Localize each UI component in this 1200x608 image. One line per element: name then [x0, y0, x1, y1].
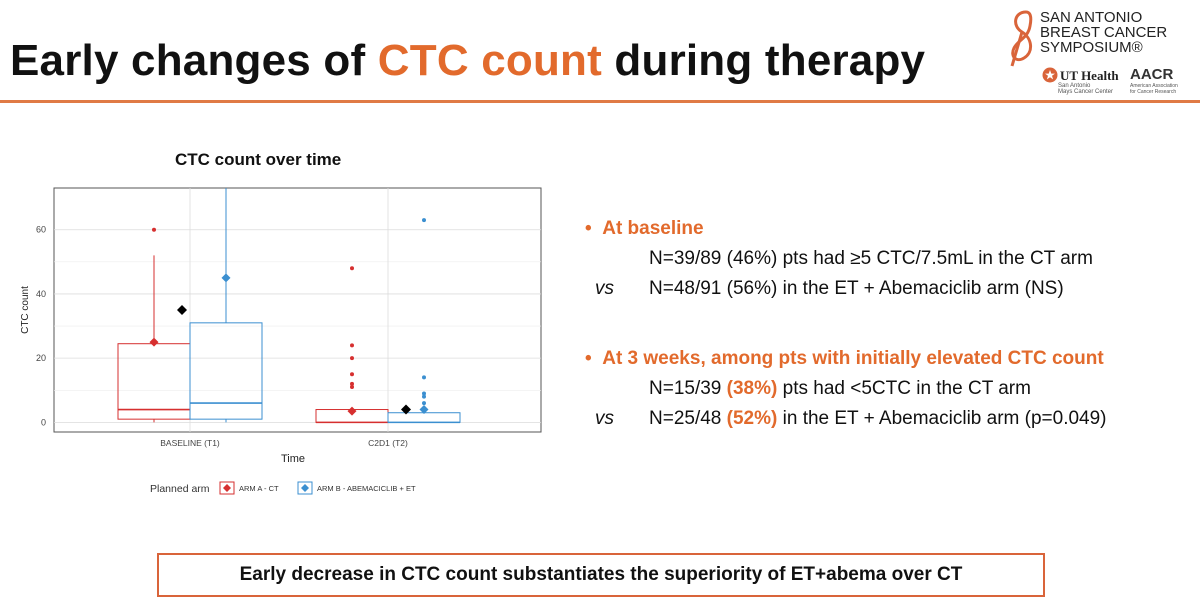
chart-title: CTC count over time	[175, 150, 342, 169]
outlier-point	[422, 391, 426, 396]
logo-text: SAN ANTONIO BREAST CANCER SYMPOSIUM®	[1040, 10, 1167, 55]
outlier-point	[422, 394, 426, 399]
ut-health-label: UT Health	[1060, 68, 1119, 83]
bullet-2-line-2-post: in the ET + Abemaciclib arm (p=0.049)	[777, 408, 1107, 429]
logo-line-3: SYMPOSIUM®	[1040, 39, 1143, 56]
bullet-1-vs: vs	[595, 278, 614, 299]
plot-panel	[53, 187, 542, 433]
bullet-1-line-1: N=39/89 (46%) pts had ≥5 CTC/7.5mL in th…	[649, 248, 1093, 270]
aacr-label: AACR	[1130, 66, 1174, 83]
outlier-point	[350, 372, 354, 377]
aacr-sub-2: for Cancer Research	[1130, 89, 1177, 95]
bullet-2-line-2-highlight: (52%)	[726, 408, 778, 429]
x-tick-label: C2D1 (T2)	[368, 438, 408, 448]
outlier-point	[422, 375, 426, 380]
ut-health-sub: San Antonio Mays Cancer Center	[1058, 83, 1113, 95]
aacr-sub-1: American Association	[1130, 83, 1178, 89]
legend-key	[219, 481, 235, 495]
y-tick-label: 60	[36, 225, 46, 235]
outlier-point	[350, 381, 354, 386]
x-tick-label: BASELINE (T1)	[160, 438, 220, 448]
outlier-point	[350, 266, 354, 271]
bullet-1-line-1-text: N=39/89 (46%) pts had ≥5 CTC/7.5mL in th…	[649, 248, 1093, 269]
mean-marker	[347, 406, 357, 416]
bullet-1-head-text: At baseline	[602, 218, 704, 239]
bullet-2-line-1-post: pts had <5CTC in the CT arm	[777, 378, 1031, 399]
mean-marker	[419, 405, 429, 415]
y-tick-label: 20	[36, 353, 46, 363]
bullet-1-line-2: N=48/91 (56%) in the ET + Abemaciclib ar…	[649, 278, 1064, 300]
bullet-head-baseline: • At baseline	[585, 218, 704, 239]
title-prefix: Early changes of	[10, 36, 378, 85]
overall-mean-marker	[177, 305, 187, 315]
bullet-2-line-1-pre: N=15/39	[649, 378, 727, 399]
logo-line-2: BREAST CANCER	[1040, 24, 1168, 41]
mean-marker	[149, 337, 159, 347]
bullet-2-vs: vs	[595, 408, 614, 429]
y-tick-label: 0	[41, 417, 46, 427]
outlier-point	[350, 356, 354, 361]
ut-sub-2: Mays Cancer Center	[1058, 89, 1114, 95]
box	[189, 322, 263, 420]
box-plot-chart: 0 20 40 60 BASELINE (T1) C2D1 (T2) Time CTC cou…	[20, 187, 542, 495]
ribbon-icon	[1010, 10, 1033, 67]
x-axis-title: Time	[281, 453, 305, 465]
legend-title: Planned arm	[150, 483, 210, 495]
title-accent: CTC count	[377, 36, 602, 85]
outlier-point	[152, 227, 156, 232]
bullet-head-3-weeks: • At 3 weeks, among pts with initially e…	[585, 348, 1104, 369]
legend-label: ARM B - ABEMACICLIB + ET	[317, 484, 416, 493]
title-suffix: during therapy	[601, 36, 926, 85]
y-axis-title: CTC count	[20, 286, 31, 334]
ut-sub-1: San Antonio	[1058, 83, 1091, 89]
sabcs-logo: SAN ANTONIO BREAST CANCER SYMPOSIUM® UT …	[1006, 6, 1196, 98]
bullet-2-line-1-highlight: (38%)	[726, 378, 778, 399]
bullet-2-line-2-pre: N=25/48	[649, 408, 727, 429]
overall-mean-marker	[401, 404, 411, 415]
y-tick-label: 40	[36, 289, 46, 299]
bullet-2-line-1: N=15/39 (38%) pts had <5CTC in the CT ar…	[649, 378, 1031, 400]
outlier-point	[422, 401, 426, 406]
outlier-point	[350, 385, 354, 390]
ut-star-icon	[1042, 67, 1058, 83]
outlier-point	[422, 218, 426, 223]
logo-line-1: SAN ANTONIO	[1040, 9, 1143, 26]
bullet-2-head-text: At 3 weeks, among pts with initially ele…	[602, 348, 1104, 369]
conclusion-box: Early decrease in CTC count substantiate…	[157, 553, 1045, 597]
legend-label: ARM A - CT	[239, 484, 279, 493]
bullet-1-line-2-text: N=48/91 (56%) in the ET + Abemaciclib ar…	[649, 278, 1064, 299]
legend-key	[297, 481, 313, 495]
title-divider	[0, 100, 1200, 103]
aacr-sub: American Association for Cancer Research	[1130, 83, 1178, 95]
slide-title: Early changes of CTC count during therap…	[10, 36, 925, 86]
mean-marker	[221, 273, 231, 283]
bullet-2-line-2: N=25/48 (52%) in the ET + Abemaciclib ar…	[649, 408, 1107, 430]
legend-key-marker	[301, 484, 309, 492]
conclusion-text: Early decrease in CTC count substantiate…	[239, 564, 963, 585]
outlier-point	[350, 343, 354, 348]
legend-key-marker	[223, 484, 231, 492]
